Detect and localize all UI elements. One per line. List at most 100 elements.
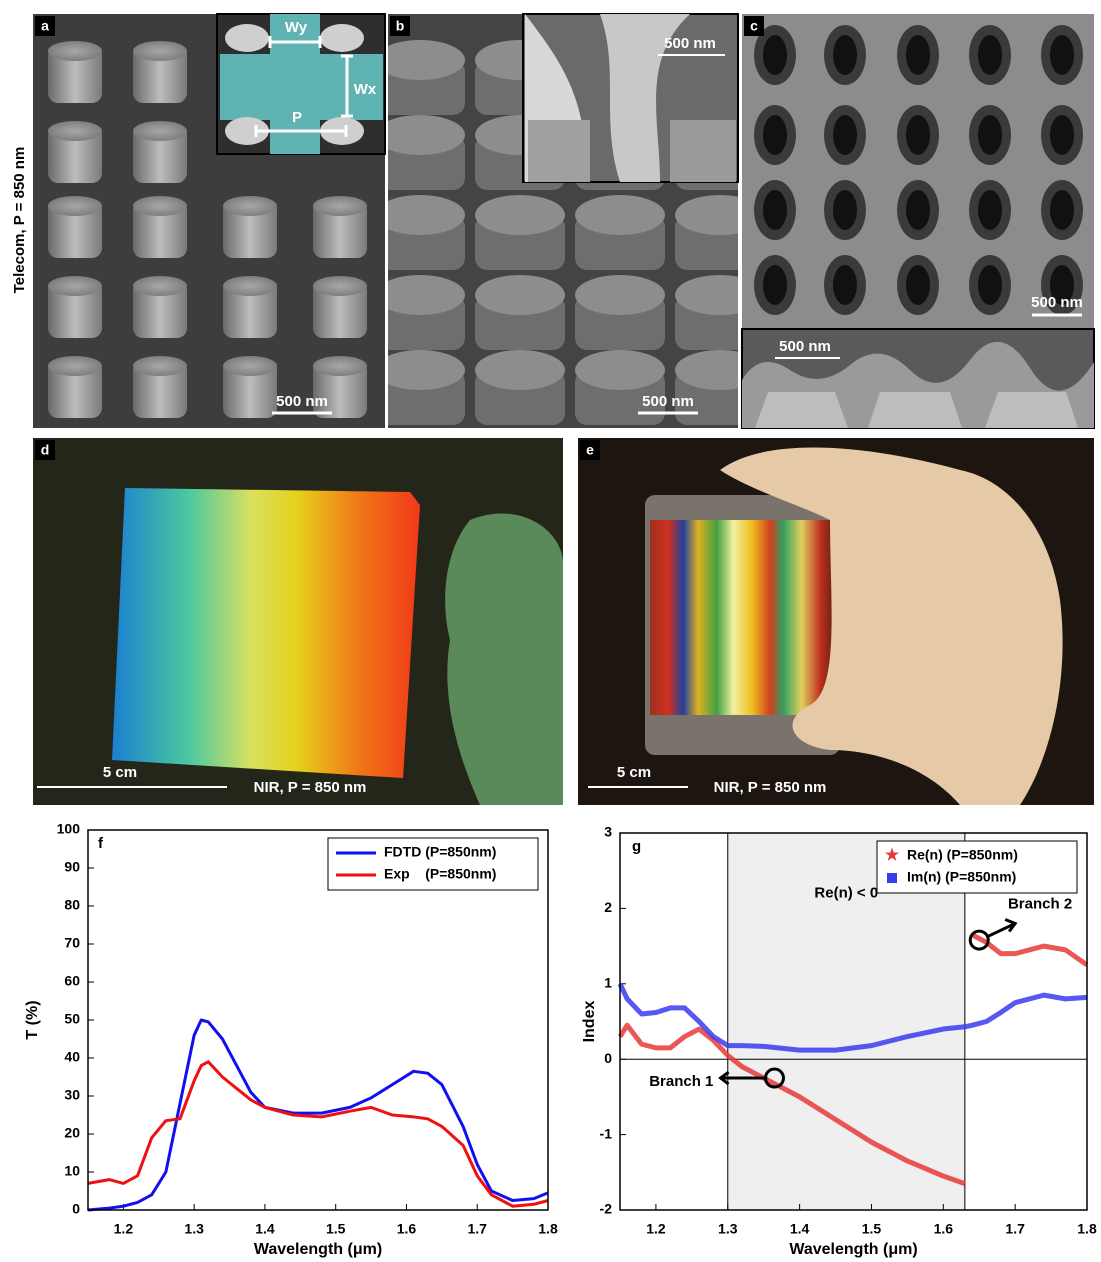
x-tick-label: 1.6 (934, 1221, 954, 1237)
pillar-top (475, 350, 565, 390)
y-tick-label: 40 (64, 1049, 80, 1065)
branch-label: Branch 1 (649, 1073, 713, 1090)
pillar-top (313, 196, 367, 216)
pillar-top (375, 40, 465, 80)
hole (763, 190, 787, 230)
panel-label: a (41, 18, 49, 34)
hole (763, 35, 787, 75)
pillar-top (223, 276, 277, 296)
p-label: P (292, 109, 302, 126)
panel-label: e (586, 442, 594, 458)
pillar-top (375, 275, 465, 315)
y-axis-label: Index (581, 1001, 598, 1043)
pillar-top (48, 356, 102, 376)
wx-label: Wx (354, 81, 377, 98)
x-tick-label: 1.7 (467, 1221, 487, 1237)
side-label: Telecom, P = 850 nm (11, 147, 28, 294)
y-tick-label: 50 (64, 1011, 80, 1027)
inset-shape (670, 120, 736, 182)
y-tick-label: 0 (604, 1050, 612, 1066)
legend-marker (887, 873, 897, 883)
region-label: Re(n) < 0 (814, 884, 878, 901)
x-tick-label: 1.7 (1005, 1221, 1025, 1237)
pillar-top (223, 356, 277, 376)
pillar-top (375, 350, 465, 390)
hole (906, 190, 930, 230)
pillar-top (133, 276, 187, 296)
pillar-top (48, 41, 102, 61)
y-tick-label: 3 (604, 824, 612, 840)
sample-film (112, 488, 420, 778)
pillar-top (375, 195, 465, 235)
legend-label: Im(n) (P=850nm) (907, 869, 1016, 885)
caption: NIR, P = 850 nm (254, 779, 367, 796)
pillar-top (48, 196, 102, 216)
pillar-top (575, 275, 665, 315)
hole (833, 35, 857, 75)
pillar-top (320, 24, 364, 52)
wy-label: Wy (285, 19, 308, 36)
scale-label: 500 nm (664, 35, 716, 52)
scale-label: 500 nm (1031, 294, 1083, 311)
y-tick-label: -2 (600, 1201, 613, 1217)
scale-label: 5 cm (617, 764, 651, 781)
x-tick-label: 1.3 (718, 1221, 738, 1237)
y-tick-label: 1 (604, 975, 612, 991)
pillar-top (313, 276, 367, 296)
branch-label: Branch 2 (1008, 896, 1072, 913)
hole (906, 265, 930, 305)
x-tick-label: 1.3 (184, 1221, 204, 1237)
pillar-top (133, 356, 187, 376)
hole (978, 115, 1002, 155)
pillar-top (313, 356, 367, 376)
x-tick-label: 1.4 (790, 1221, 810, 1237)
hole (1050, 115, 1074, 155)
x-axis-label: Wavelength (μm) (254, 1241, 382, 1258)
coated-film (650, 520, 835, 715)
y-tick-label: 70 (64, 935, 80, 951)
legend-label: FDTD (P=850nm) (384, 844, 496, 860)
hole (833, 190, 857, 230)
x-tick-label: 1.8 (538, 1221, 558, 1237)
hole (1050, 190, 1074, 230)
x-tick-label: 1.5 (862, 1221, 882, 1237)
hole (906, 35, 930, 75)
y-axis-label: T (%) (24, 1000, 41, 1039)
hole (833, 265, 857, 305)
y-tick-label: -1 (600, 1125, 613, 1141)
hole (978, 190, 1002, 230)
panel-label: b (396, 18, 405, 34)
cross-section-pillars (755, 392, 1078, 428)
x-tick-label: 1.6 (397, 1221, 417, 1237)
legend-label: Exp (P=850nm) (384, 866, 496, 882)
y-tick-label: 30 (64, 1087, 80, 1103)
panel-label: d (41, 442, 50, 458)
y-tick-label: 90 (64, 859, 80, 875)
pillar-top (133, 196, 187, 216)
panel-label: g (632, 838, 641, 855)
y-tick-label: 100 (57, 821, 81, 837)
scale-label: 500 nm (779, 338, 831, 355)
hole (978, 265, 1002, 305)
x-tick-label: 1.2 (646, 1221, 666, 1237)
scale-label: 500 nm (276, 393, 328, 410)
pillar-top (133, 41, 187, 61)
pillar-top (48, 121, 102, 141)
hole (978, 35, 1002, 75)
pillar-top (475, 195, 565, 235)
x-tick-label: 1.8 (1077, 1221, 1097, 1237)
pillar-top (575, 350, 665, 390)
pillar-top (475, 275, 565, 315)
x-tick-label: 1.5 (326, 1221, 346, 1237)
hole (906, 115, 930, 155)
x-tick-label: 1.2 (114, 1221, 134, 1237)
pillar-top (375, 115, 465, 155)
figure: Telecom, P = 850 nm Wy Wx P a 500 nm 500… (0, 0, 1101, 1262)
x-axis-label: Wavelength (μm) (789, 1241, 917, 1258)
caption: NIR, P = 850 nm (714, 779, 827, 796)
legend-marker: ★ (885, 847, 900, 864)
panel-label: c (750, 18, 758, 34)
y-tick-label: 60 (64, 973, 80, 989)
scale-label: 500 nm (642, 393, 694, 410)
inset-shape (528, 120, 590, 182)
